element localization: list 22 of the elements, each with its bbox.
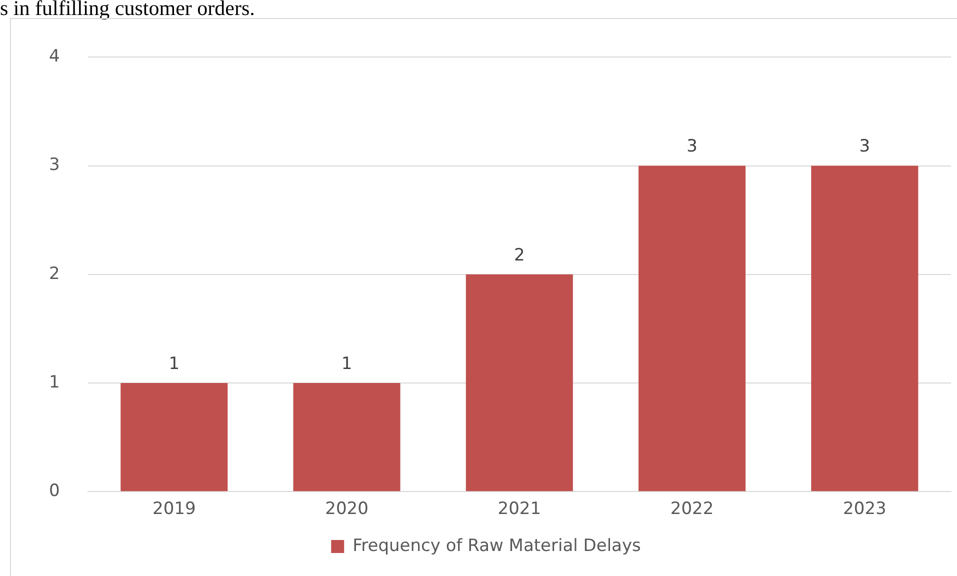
y-tick-label: 3 <box>48 155 60 176</box>
text: s in fulfilling customer orders. <box>0 0 255 21</box>
x-tick-label: 2022 <box>670 499 714 520</box>
legend-label: Frequency of Raw Material Delays <box>352 536 642 556</box>
data-label: 3 <box>686 136 698 157</box>
bar <box>466 274 573 492</box>
bar <box>293 383 400 492</box>
bar <box>120 383 228 492</box>
x-tick-label: 2020 <box>325 499 368 520</box>
data-label: 1 <box>341 354 352 374</box>
data-label: 3 <box>859 136 870 157</box>
x-tick-label: 2019 <box>152 499 196 520</box>
y-tick-label: 1 <box>48 372 60 392</box>
x-tick-label: 2023 <box>843 499 886 520</box>
x-tick-label: 2021 <box>498 499 542 520</box>
bar <box>811 166 918 492</box>
y-tick-label: 0 <box>48 481 60 502</box>
data-label: 1 <box>168 354 180 374</box>
y-tick-label: 2 <box>48 264 60 284</box>
data-label: 2 <box>514 245 525 266</box>
y-tick-label: 4 <box>48 46 60 67</box>
bar <box>638 166 746 492</box>
